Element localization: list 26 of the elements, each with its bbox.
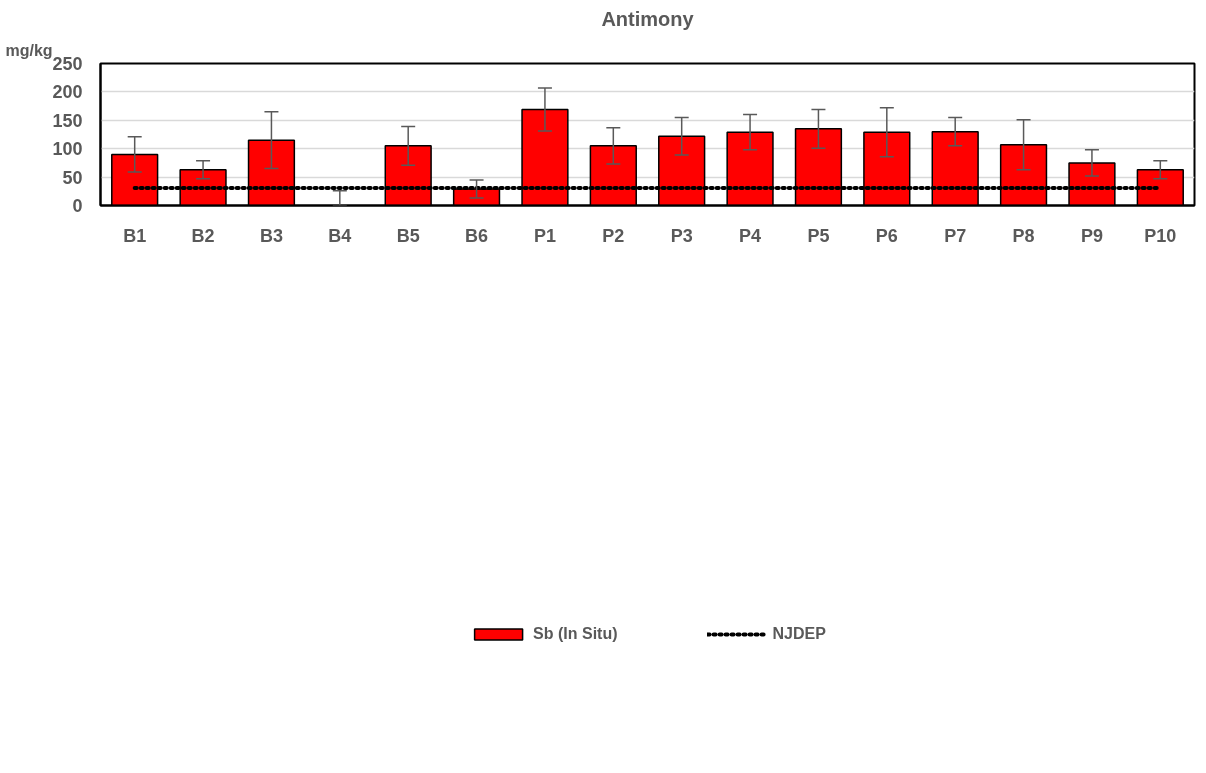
x-tick-label: B4: [328, 225, 352, 246]
y-tick-label: 100: [52, 139, 83, 160]
x-tick-label: P1: [533, 225, 556, 246]
y-tick-label: 50: [62, 167, 83, 188]
y-tick-label: 150: [52, 110, 83, 131]
legend-label: Sb (In Situ): [533, 624, 618, 643]
chart-title: Antimony: [601, 7, 695, 30]
x-tick-label: P4: [739, 225, 762, 246]
x-tick-label: P7: [944, 225, 967, 246]
legend-label: NJDEP: [772, 624, 826, 643]
x-tick-label: B2: [191, 225, 215, 246]
x-tick-label: P6: [875, 225, 898, 246]
x-tick-label: P2: [602, 225, 625, 246]
x-tick-label: B1: [123, 225, 147, 246]
x-tick-label: B5: [396, 225, 420, 246]
y-tick-label: 0: [72, 196, 83, 216]
x-tick-label: P8: [1012, 225, 1035, 246]
x-tick-label: B6: [465, 225, 489, 246]
x-tick-label: B3: [259, 225, 283, 246]
x-tick-label: P9: [1080, 225, 1103, 246]
y-tick-label: 250: [52, 54, 83, 74]
x-tick-label: P5: [807, 225, 830, 246]
y-axis-title: mg/kg: [5, 41, 53, 59]
x-tick-label: P10: [1144, 225, 1177, 246]
x-tick-label: P3: [670, 225, 693, 246]
y-tick-label: 200: [52, 82, 83, 103]
